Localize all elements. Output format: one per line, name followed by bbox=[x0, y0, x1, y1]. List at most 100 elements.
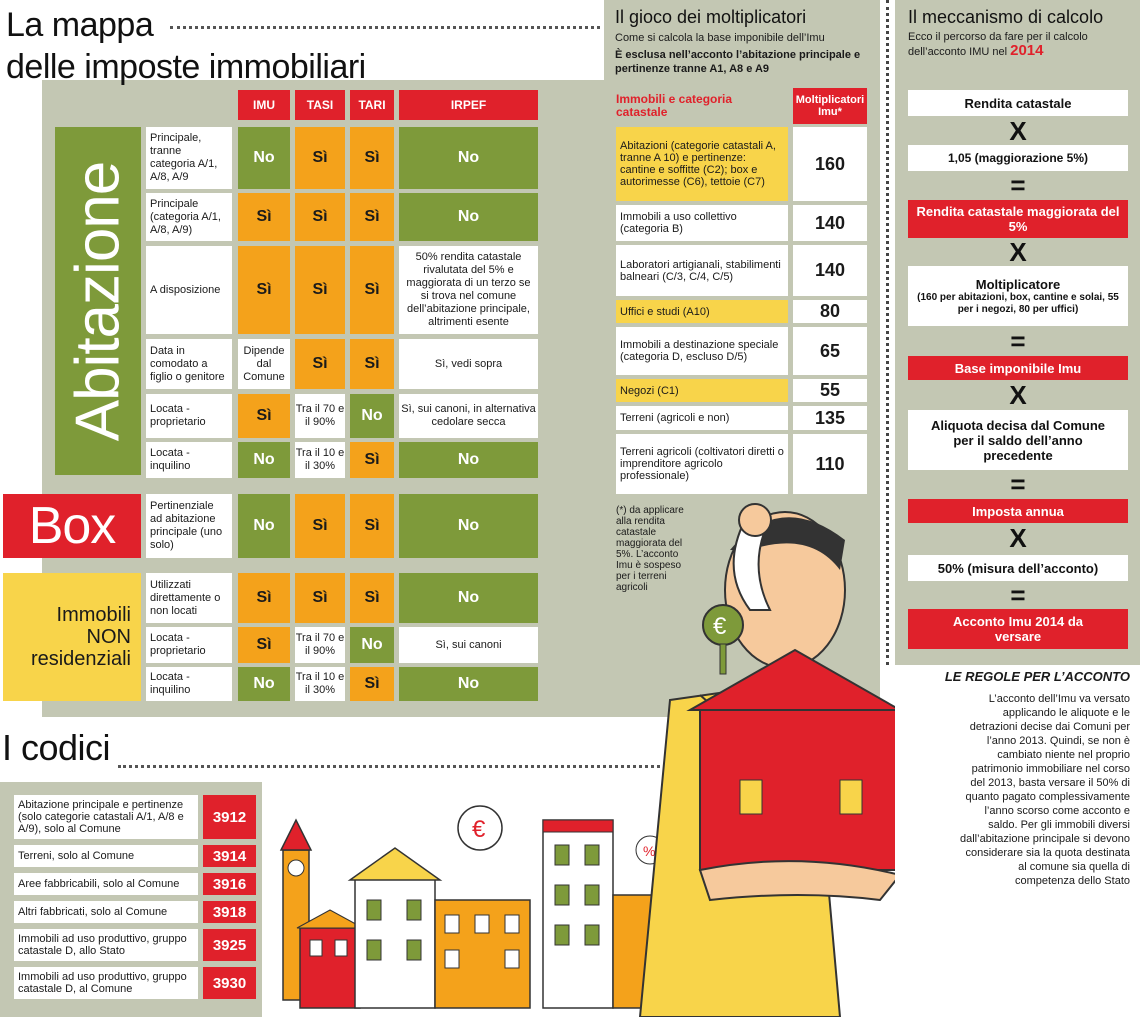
calc-subtitle-wrap: Ecco il percorso da fare per il calcolo … bbox=[908, 30, 1098, 59]
tari-cell: Sì bbox=[350, 494, 394, 558]
row-label: Locata - inquilino bbox=[146, 667, 232, 701]
irpef-cell: Sì, vedi sopra bbox=[399, 339, 538, 389]
header-tasi: TASI bbox=[295, 90, 345, 120]
title-line-2: delle imposte immobiliari bbox=[6, 48, 366, 86]
row-label: Locata - inquilino bbox=[146, 442, 232, 478]
row-label: A disposizione bbox=[146, 246, 232, 334]
multiplier-row-label: Negozi (C1) bbox=[616, 379, 788, 402]
category-non-residenziali: Immobili NON residenziali bbox=[3, 573, 141, 701]
code-row-label: Abitazione principale e pertinenze (solo… bbox=[14, 795, 198, 839]
multiplier-row-label: Immobili a uso collettivo (categoria B) bbox=[616, 205, 788, 241]
tasi-cell: Tra il 70 e il 90% bbox=[295, 627, 345, 663]
calc-op-x: X bbox=[1009, 380, 1027, 410]
irpef-cell: No bbox=[399, 667, 538, 701]
imu-cell: No bbox=[238, 442, 290, 478]
tari-cell: No bbox=[350, 394, 394, 438]
code-row-value: 3912 bbox=[203, 795, 256, 839]
tasi-cell: Tra il 10 e il 30% bbox=[295, 442, 345, 478]
multiplier-row-label: Terreni agricoli (coltivatori diretti o … bbox=[616, 434, 788, 494]
code-row-label: Terreni, solo al Comune bbox=[14, 845, 198, 867]
page-title: La mappa delle imposte immobiliari bbox=[6, 4, 366, 88]
rules-title: LE REGOLE PER L’ACCONTO bbox=[944, 669, 1130, 684]
percent-bubble-icon: % bbox=[643, 843, 655, 859]
man-with-house-illustration: € bbox=[638, 503, 895, 1017]
category-abitazione: Abitazione bbox=[55, 127, 141, 475]
calc-step-base: Base imponibile Imu bbox=[908, 356, 1128, 380]
multiplier-row-value: 55 bbox=[793, 379, 867, 402]
multiplier-row-value: 140 bbox=[793, 245, 867, 296]
irpef-cell: No bbox=[399, 442, 538, 478]
calc-step-aliquota: Aliquota decisa dal Comune per il saldo … bbox=[908, 410, 1128, 470]
imu-cell: Sì bbox=[238, 573, 290, 623]
multiplier-row-label: Laboratori artigianali, stabilimenti bal… bbox=[616, 245, 788, 296]
tari-cell: Sì bbox=[350, 127, 394, 189]
row-label: Principale (categoria A/1, A/8, A/9) bbox=[146, 193, 232, 241]
row-label: Locata - proprietario bbox=[146, 394, 232, 438]
header-tari: TARI bbox=[350, 90, 394, 120]
calc-moltiplicatore-title: Moltiplicatore bbox=[975, 276, 1061, 292]
imu-cell: Sì bbox=[238, 193, 290, 241]
tari-cell: Sì bbox=[350, 442, 394, 478]
tasi-cell: Sì bbox=[295, 127, 345, 189]
calc-step-moltiplicatore: Moltiplicatore (160 per abitazioni, box,… bbox=[908, 266, 1128, 326]
code-row-value: 3914 bbox=[203, 845, 256, 867]
multipliers-col-left: Immobili e categoria catastale bbox=[616, 92, 733, 119]
code-row-value: 3930 bbox=[203, 967, 256, 999]
category-box-label: Box bbox=[28, 497, 117, 555]
calc-step-acconto: Acconto Imu 2014 da versare bbox=[908, 609, 1128, 649]
imu-cell: Dipende dal Comune bbox=[238, 339, 290, 389]
multipliers-subtitle: Come si calcola la base imponibile dell’… bbox=[615, 32, 825, 44]
irpef-cell: No bbox=[399, 573, 538, 623]
multiplier-row-label: Uffici e studi (A10) bbox=[616, 300, 788, 323]
calc-subtitle: Ecco il percorso da fare per il calcolo … bbox=[908, 31, 1088, 58]
row-label: Data in comodato a figlio o genitore bbox=[146, 339, 232, 389]
title-dotted-rule bbox=[170, 26, 600, 29]
imu-cell: Sì bbox=[238, 394, 290, 438]
multiplier-row-value: 80 bbox=[793, 300, 867, 323]
tari-cell: Sì bbox=[350, 193, 394, 241]
irpef-cell: 50% rendita catastale rivalutata del 5% … bbox=[399, 246, 538, 334]
multiplier-row-label: Immobili a destinazione speciale (catego… bbox=[616, 327, 788, 375]
calc-step-rendita: Rendita catastale bbox=[908, 90, 1128, 116]
tari-cell: Sì bbox=[350, 246, 394, 334]
code-row-value: 3916 bbox=[203, 873, 256, 895]
code-row-label: Immobili ad uso produttivo, gruppo catas… bbox=[14, 967, 198, 999]
multiplier-row-value: 135 bbox=[793, 406, 867, 430]
category-box: Box bbox=[3, 494, 141, 558]
code-row-label: Immobili ad uso produttivo, gruppo catas… bbox=[14, 929, 198, 961]
tasi-cell: Tra il 70 e il 90% bbox=[295, 394, 345, 438]
calc-step-50: 50% (misura dell’acconto) bbox=[908, 555, 1128, 581]
multipliers-footnote: (*) da applicare alla rendita catastale … bbox=[616, 505, 684, 593]
euro-bubble-icon: € bbox=[472, 816, 486, 843]
calc-op-eq: = bbox=[1010, 580, 1026, 610]
tasi-cell: Sì bbox=[295, 573, 345, 623]
tari-cell: Sì bbox=[350, 339, 394, 389]
multiplier-row-value: 110 bbox=[793, 434, 867, 494]
rules-text: L’acconto dell’Imu va versato applicando… bbox=[960, 693, 1131, 887]
irpef-cell: No bbox=[399, 193, 538, 241]
calc-moltiplicatore-detail: (160 per abitazioni, box, cantine e sola… bbox=[917, 291, 1119, 315]
tari-cell: Sì bbox=[350, 667, 394, 701]
multipliers-col-right-label: Moltiplicatori Imu* bbox=[795, 94, 865, 118]
tari-cell: Sì bbox=[350, 573, 394, 623]
tasi-cell: Sì bbox=[295, 193, 345, 241]
non-res-line-2: NON bbox=[86, 626, 131, 648]
imu-cell: No bbox=[238, 667, 290, 701]
tari-cell: No bbox=[350, 627, 394, 663]
category-abitazione-label: Abitazione bbox=[63, 161, 133, 441]
code-row-label: Aree fabbricabili, solo al Comune bbox=[14, 873, 198, 895]
calc-op-x: X bbox=[1009, 116, 1027, 146]
multipliers-title: Il gioco dei moltiplicatori bbox=[615, 7, 807, 27]
irpef-cell: No bbox=[399, 494, 538, 558]
multiplier-row-label: Terreni (agricoli e non) bbox=[616, 406, 788, 430]
non-res-line-3: residenziali bbox=[30, 648, 131, 670]
row-label: Locata - proprietario bbox=[146, 627, 232, 663]
calc-op-eq: = bbox=[1010, 469, 1026, 499]
multiplier-row-value: 160 bbox=[793, 127, 867, 201]
header-imu: IMU bbox=[238, 90, 290, 120]
multiplier-row-label: Abitazioni (categorie catastali A, trann… bbox=[616, 127, 788, 201]
tasi-cell: Sì bbox=[295, 246, 345, 334]
calc-op-x: X bbox=[1009, 237, 1027, 267]
header-irpef: IRPEF bbox=[399, 90, 538, 120]
imu-cell: Sì bbox=[238, 246, 290, 334]
